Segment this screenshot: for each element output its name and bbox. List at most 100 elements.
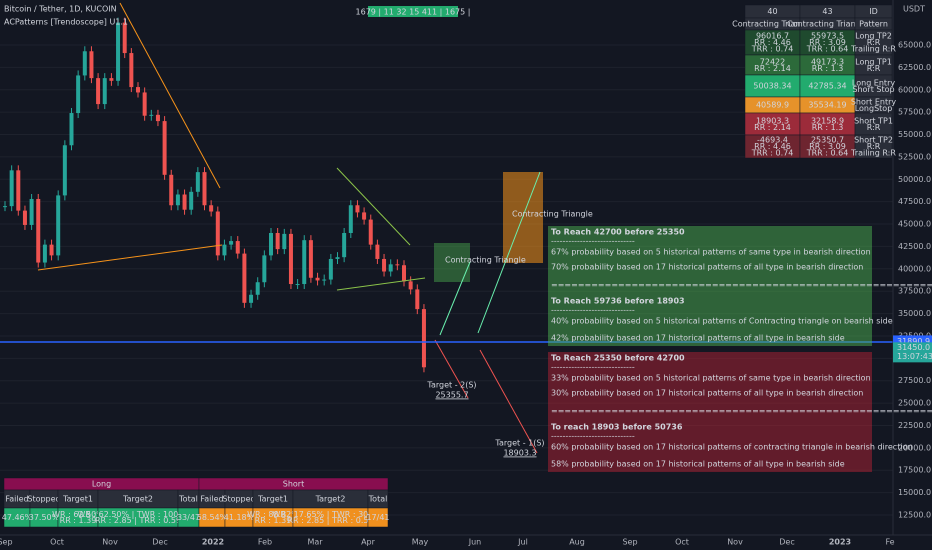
column-label: Total <box>178 495 198 504</box>
candle-body <box>315 277 320 281</box>
candle-body <box>155 114 160 122</box>
target-label: Target - 2(S) <box>426 381 476 390</box>
candle-body <box>322 279 327 281</box>
candle-body <box>142 92 147 116</box>
x-tick-label: Jun <box>468 538 482 547</box>
countdown: 13:07:43 <box>897 352 932 361</box>
probability-panel <box>548 226 872 346</box>
candle-body <box>49 244 54 256</box>
candle-body <box>62 145 67 196</box>
candle-body <box>302 240 307 285</box>
stats-value: WR : 62.50% | TWR : 100.00% <box>77 510 199 519</box>
x-tick-label: Aug <box>569 538 585 547</box>
last-price: 31890.9 <box>897 337 930 346</box>
probability-line: ----------------------------- <box>551 237 635 246</box>
probability-line: ========================================… <box>551 281 932 290</box>
x-tick-label: Fe <box>885 538 894 547</box>
column-label: Target2 <box>315 495 346 504</box>
table-cell-text: Trailing R:R <box>850 45 896 54</box>
candle-body <box>235 241 240 254</box>
candle-body <box>242 253 247 303</box>
x-tick-label: Oct <box>50 538 64 547</box>
candle-body <box>209 205 214 212</box>
x-tick-label: Apr <box>361 538 376 547</box>
probability-line: 30% probability based on 17 historical p… <box>551 389 863 398</box>
y-tick-label: 12500.0 <box>898 511 931 520</box>
candle-body <box>9 170 14 207</box>
stats-bar: 1679 | 11 32 15 411 | 1675 | <box>356 8 471 17</box>
table-cell-text: 55973.5 <box>811 32 844 41</box>
candle-body <box>169 174 174 206</box>
candle-body <box>335 257 340 259</box>
table-cell-text: Long TP1 <box>855 57 892 66</box>
stats-bar-bg <box>368 6 458 17</box>
candle-body <box>275 233 280 250</box>
candle-body <box>402 265 406 282</box>
probability-line: 40% probability based on 5 historical pa… <box>551 317 893 326</box>
probability-line: To Reach 25350 before 42700 <box>551 354 685 363</box>
candle-body <box>136 87 140 93</box>
table-cell-text: Long Entry <box>852 78 895 87</box>
candle-body <box>355 205 360 213</box>
probability-line: 67% probability based on 5 historical pa… <box>551 248 871 257</box>
table-cell-text: 32158.9 <box>811 116 844 125</box>
table-cell-text: 25350.7 <box>811 136 844 145</box>
table-cell-text: TRR : 0.64 <box>806 45 849 54</box>
currency: USDT <box>903 5 925 14</box>
table-cell-text: RR : 3.09 <box>809 142 846 151</box>
table-cell-text: RR : 2.14 <box>754 123 791 132</box>
table-cell <box>854 134 893 159</box>
x-tick-label: May <box>412 538 429 547</box>
table-cell <box>744 29 801 56</box>
column-label: Target1 <box>257 495 288 504</box>
indicator: ACPatterns [Trendoscope] U1.1 <box>4 18 128 27</box>
candle-body <box>16 170 21 211</box>
candle-body <box>249 294 254 303</box>
candle-body <box>202 172 207 206</box>
table-cell-text: RR : 2.14 <box>754 64 791 73</box>
pattern-label: Contracting Triangle <box>512 210 593 219</box>
x-tick-label: 2022 <box>202 538 224 547</box>
y-tick-label: 40000.0 <box>898 264 931 273</box>
target-value: 25355.7 <box>435 391 468 400</box>
y-tick-label: 52500.0 <box>898 152 931 161</box>
candle-body <box>89 51 94 79</box>
x-tick-label: Jul <box>517 538 528 547</box>
stats-cell <box>367 507 389 528</box>
pattern-label: Contracting Triangle <box>445 256 526 265</box>
table-cell <box>799 29 856 56</box>
candle-body <box>262 255 267 283</box>
column-label: Failed <box>200 495 223 504</box>
table-cell-text: TRR : 0.64 <box>806 149 849 158</box>
table-cell-text: TRR : 0.74 <box>751 45 794 54</box>
candle-body <box>368 219 373 245</box>
y-tick-label: 27500.0 <box>898 376 931 385</box>
table-cell-text: 49173.3 <box>811 57 844 66</box>
candle-body <box>195 172 200 192</box>
candle-body <box>182 194 187 210</box>
candle-body <box>116 22 121 81</box>
candle-body <box>122 22 127 54</box>
table-cell-text: LongStop <box>855 104 893 113</box>
stats-value: RR : 2.85 | TRR : 0.59 <box>287 516 373 525</box>
column-label: Failed <box>5 495 28 504</box>
table-cell-text: Short Stop <box>852 85 894 94</box>
table-cell-text: R:R <box>867 123 881 132</box>
candle-body <box>129 53 134 88</box>
y-tick-label: 42500.0 <box>898 242 931 251</box>
probability-line: 33% probability based on 5 historical pa… <box>551 374 871 383</box>
candle-body <box>375 244 380 259</box>
group-label: Long <box>92 480 111 489</box>
stats-value: WR : 88.82% <box>247 510 299 519</box>
table-cell-text: R:R <box>867 64 881 73</box>
candle-body <box>102 78 107 105</box>
candle-body <box>42 244 47 263</box>
candle-body <box>82 51 87 76</box>
table-cell-text: 35534.19 <box>808 101 846 110</box>
candle-body <box>348 205 353 233</box>
candle-body <box>421 309 426 368</box>
stats-value: 37.50% <box>29 513 60 522</box>
y-tick-label: 50000.0 <box>898 175 931 184</box>
table-cell-text: 40589.9 <box>756 101 789 110</box>
table-cell-text: 96016.7 <box>756 32 789 41</box>
